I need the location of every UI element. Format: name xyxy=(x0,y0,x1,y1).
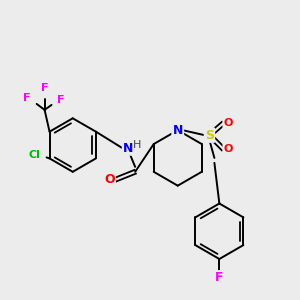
Text: H: H xyxy=(133,140,141,150)
Text: N: N xyxy=(172,124,183,137)
Text: F: F xyxy=(215,271,224,284)
Text: F: F xyxy=(41,83,48,93)
Text: S: S xyxy=(205,129,214,142)
Text: F: F xyxy=(57,95,64,105)
Text: O: O xyxy=(104,173,115,186)
Text: O: O xyxy=(224,118,233,128)
Text: N: N xyxy=(123,142,134,154)
Text: Cl: Cl xyxy=(29,150,40,161)
Text: F: F xyxy=(23,93,31,103)
Text: O: O xyxy=(224,144,233,154)
